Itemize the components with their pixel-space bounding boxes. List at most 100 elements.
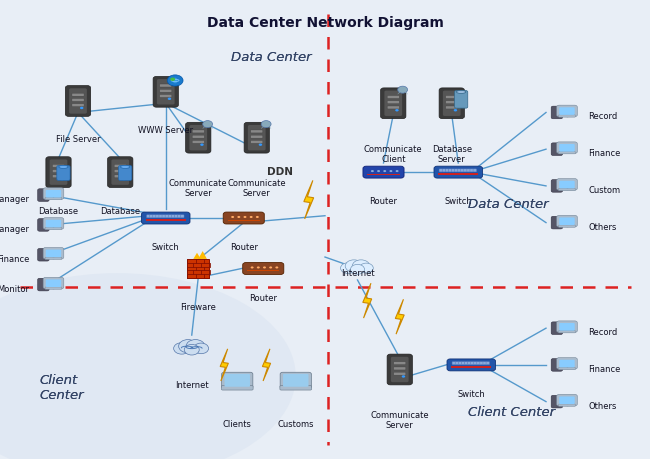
Text: Client Center: Client Center: [468, 406, 555, 419]
Ellipse shape: [0, 273, 296, 459]
Text: Manager: Manager: [0, 225, 29, 234]
FancyBboxPatch shape: [45, 257, 62, 259]
Text: Switch: Switch: [152, 243, 179, 252]
FancyBboxPatch shape: [38, 248, 49, 261]
FancyBboxPatch shape: [162, 215, 166, 218]
FancyBboxPatch shape: [110, 157, 133, 186]
Text: Client
Center: Client Center: [39, 374, 84, 402]
FancyBboxPatch shape: [446, 95, 458, 99]
FancyBboxPatch shape: [226, 213, 264, 224]
FancyBboxPatch shape: [387, 95, 399, 99]
Text: Record: Record: [588, 328, 618, 337]
Circle shape: [203, 121, 213, 128]
FancyBboxPatch shape: [66, 85, 90, 116]
Circle shape: [179, 340, 198, 353]
Ellipse shape: [173, 78, 177, 83]
FancyBboxPatch shape: [551, 358, 563, 371]
FancyBboxPatch shape: [280, 372, 311, 389]
FancyBboxPatch shape: [439, 169, 443, 172]
Circle shape: [259, 144, 262, 146]
FancyBboxPatch shape: [446, 101, 458, 104]
FancyBboxPatch shape: [556, 179, 577, 190]
Polygon shape: [263, 349, 270, 381]
Circle shape: [454, 109, 457, 112]
Polygon shape: [193, 253, 201, 259]
FancyBboxPatch shape: [118, 166, 132, 180]
FancyBboxPatch shape: [45, 227, 62, 230]
FancyBboxPatch shape: [445, 169, 448, 172]
Text: Switch: Switch: [458, 390, 485, 399]
FancyBboxPatch shape: [114, 169, 126, 173]
FancyBboxPatch shape: [53, 175, 64, 178]
Circle shape: [276, 266, 278, 269]
FancyBboxPatch shape: [464, 362, 468, 364]
Text: Data Center: Data Center: [468, 198, 549, 211]
Text: Switch: Switch: [445, 197, 472, 207]
Circle shape: [257, 266, 260, 269]
FancyBboxPatch shape: [451, 169, 455, 172]
Text: Router: Router: [229, 243, 258, 252]
FancyBboxPatch shape: [144, 213, 189, 224]
Text: Internet: Internet: [175, 381, 209, 390]
FancyBboxPatch shape: [157, 79, 175, 105]
FancyBboxPatch shape: [48, 157, 71, 186]
Circle shape: [396, 170, 398, 172]
FancyBboxPatch shape: [187, 259, 209, 278]
Text: Monitor: Monitor: [0, 285, 29, 294]
FancyBboxPatch shape: [441, 88, 464, 117]
FancyBboxPatch shape: [165, 215, 168, 218]
FancyBboxPatch shape: [160, 89, 172, 92]
FancyBboxPatch shape: [455, 362, 459, 364]
FancyBboxPatch shape: [45, 197, 62, 200]
Circle shape: [263, 266, 266, 269]
Circle shape: [261, 121, 271, 128]
FancyBboxPatch shape: [474, 362, 477, 364]
Circle shape: [402, 375, 405, 378]
FancyBboxPatch shape: [470, 169, 473, 172]
FancyBboxPatch shape: [387, 354, 412, 385]
FancyBboxPatch shape: [477, 362, 480, 364]
Polygon shape: [395, 299, 404, 334]
FancyBboxPatch shape: [111, 159, 129, 185]
FancyBboxPatch shape: [153, 215, 156, 218]
FancyBboxPatch shape: [443, 90, 461, 116]
FancyBboxPatch shape: [462, 362, 465, 364]
FancyBboxPatch shape: [387, 101, 399, 104]
FancyBboxPatch shape: [383, 88, 406, 117]
Text: Manager: Manager: [0, 195, 29, 204]
FancyBboxPatch shape: [189, 125, 207, 151]
Circle shape: [345, 260, 363, 272]
FancyBboxPatch shape: [559, 107, 575, 115]
FancyBboxPatch shape: [439, 174, 478, 175]
Circle shape: [384, 170, 386, 172]
Text: Communicate
Server: Communicate Server: [169, 179, 227, 198]
Circle shape: [395, 109, 398, 112]
FancyBboxPatch shape: [551, 216, 563, 229]
FancyBboxPatch shape: [174, 215, 178, 218]
FancyBboxPatch shape: [192, 130, 204, 133]
FancyBboxPatch shape: [150, 215, 153, 218]
FancyBboxPatch shape: [367, 174, 400, 175]
FancyBboxPatch shape: [558, 188, 575, 190]
Text: Router: Router: [249, 294, 278, 303]
FancyBboxPatch shape: [177, 215, 181, 218]
FancyBboxPatch shape: [46, 220, 61, 227]
FancyBboxPatch shape: [551, 179, 563, 192]
Circle shape: [359, 263, 373, 273]
Text: WWW Server: WWW Server: [138, 126, 193, 135]
FancyBboxPatch shape: [447, 359, 495, 371]
FancyBboxPatch shape: [551, 106, 563, 119]
FancyBboxPatch shape: [46, 250, 61, 257]
FancyBboxPatch shape: [449, 360, 495, 370]
FancyBboxPatch shape: [146, 219, 185, 221]
FancyBboxPatch shape: [251, 135, 263, 138]
Circle shape: [174, 343, 190, 354]
FancyBboxPatch shape: [172, 215, 175, 218]
FancyBboxPatch shape: [247, 270, 280, 271]
FancyBboxPatch shape: [559, 397, 575, 404]
FancyBboxPatch shape: [434, 166, 482, 178]
FancyBboxPatch shape: [147, 215, 150, 218]
FancyBboxPatch shape: [467, 169, 471, 172]
FancyBboxPatch shape: [57, 166, 70, 180]
FancyBboxPatch shape: [446, 106, 458, 109]
